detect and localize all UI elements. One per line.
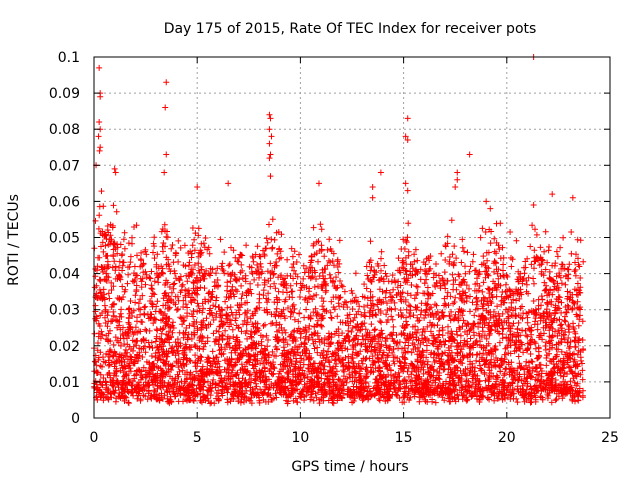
y-axis-label: ROTI / TECUs	[6, 194, 22, 286]
data-point	[315, 180, 322, 187]
data-point	[402, 133, 409, 140]
axis-ticks	[93, 56, 611, 419]
chart-title: Day 175 of 2015, Rate Of TEC Index for r…	[164, 21, 537, 37]
data-point	[452, 183, 459, 190]
data-point	[267, 115, 274, 122]
data-point	[111, 165, 118, 172]
data-point	[97, 93, 104, 100]
data-point	[266, 155, 273, 162]
tick-labels: 0 5 10 15 20 25 0 0.01 0.02 0.03 0.04 0.05 0.06 0.07 0…	[49, 50, 619, 446]
data-point	[266, 111, 273, 118]
data-point	[96, 147, 103, 154]
data-point	[377, 169, 384, 176]
data-point	[404, 187, 411, 194]
data-point	[266, 126, 273, 133]
x-tick-label: 25	[601, 430, 619, 446]
data-point	[369, 194, 376, 201]
data-point	[530, 202, 537, 209]
x-tick-label: 15	[395, 430, 413, 446]
y-tick-label: 0.07	[49, 158, 80, 174]
x-tick-label: 5	[193, 430, 202, 446]
y-tick-label: 0.1	[58, 50, 80, 66]
y-tick-label: 0.06	[49, 194, 80, 210]
data-point	[268, 133, 275, 140]
y-tick-label: 0.04	[49, 267, 80, 283]
y-tick-label: 0.03	[49, 303, 80, 319]
data-point	[267, 151, 274, 158]
data-point	[483, 198, 490, 205]
data-point	[466, 151, 473, 158]
data-point	[266, 140, 273, 147]
y-tick-label: 0.02	[49, 339, 80, 355]
data-point	[267, 173, 274, 180]
x-tick-label: 10	[291, 430, 309, 446]
data-point	[163, 151, 170, 158]
data-point	[404, 137, 411, 144]
data-point	[97, 144, 104, 151]
data-point	[163, 79, 170, 86]
data-point	[161, 169, 168, 176]
data-point	[96, 118, 103, 125]
y-tick-label: 0.01	[49, 375, 80, 391]
x-tick-label: 0	[90, 430, 99, 446]
data-point	[404, 115, 411, 122]
y-tick-label: 0.08	[49, 122, 80, 138]
data-point	[487, 205, 494, 212]
y-tick-label: 0.05	[49, 231, 80, 247]
data-point	[369, 183, 376, 190]
data-point	[225, 180, 232, 187]
data-point	[402, 180, 409, 187]
data-point	[194, 183, 201, 190]
data-point	[569, 194, 576, 201]
y-tick-label: 0.09	[49, 86, 80, 102]
y-tick-label: 0	[71, 411, 80, 427]
data-point	[454, 169, 461, 176]
x-axis-label: GPS time / hours	[291, 459, 408, 475]
data-points	[91, 54, 587, 407]
point-cloud	[91, 188, 587, 407]
data-point	[96, 64, 103, 71]
data-point	[549, 191, 556, 198]
x-tick-label: 20	[498, 430, 516, 446]
data-point	[162, 104, 169, 111]
data-point	[112, 169, 119, 176]
data-point	[95, 133, 102, 140]
data-point	[454, 176, 461, 183]
